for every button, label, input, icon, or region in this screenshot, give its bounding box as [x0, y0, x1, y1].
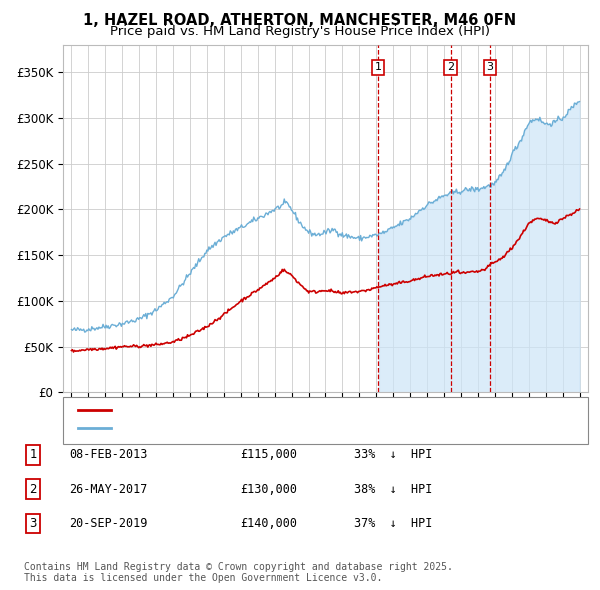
Text: £140,000: £140,000	[240, 517, 297, 530]
Text: 37%  ↓  HPI: 37% ↓ HPI	[354, 517, 433, 530]
Text: 26-MAY-2017: 26-MAY-2017	[69, 483, 148, 496]
Text: 38%  ↓  HPI: 38% ↓ HPI	[354, 483, 433, 496]
Text: Price paid vs. HM Land Registry's House Price Index (HPI): Price paid vs. HM Land Registry's House …	[110, 25, 490, 38]
Text: 20-SEP-2019: 20-SEP-2019	[69, 517, 148, 530]
Text: HPI: Average price, detached house, Wigan: HPI: Average price, detached house, Wiga…	[117, 423, 358, 432]
Text: 2: 2	[29, 483, 37, 496]
Text: 2: 2	[447, 63, 454, 73]
Text: 1, HAZEL ROAD, ATHERTON, MANCHESTER, M46 0FN: 1, HAZEL ROAD, ATHERTON, MANCHESTER, M46…	[83, 13, 517, 28]
Text: Contains HM Land Registry data © Crown copyright and database right 2025.: Contains HM Land Registry data © Crown c…	[24, 562, 453, 572]
Text: 3: 3	[487, 63, 494, 73]
Text: 33%  ↓  HPI: 33% ↓ HPI	[354, 448, 433, 461]
Text: £115,000: £115,000	[240, 448, 297, 461]
Text: £130,000: £130,000	[240, 483, 297, 496]
Text: 1, HAZEL ROAD, ATHERTON, MANCHESTER, M46 0FN (detached house): 1, HAZEL ROAD, ATHERTON, MANCHESTER, M46…	[117, 405, 513, 415]
Text: 1: 1	[29, 448, 37, 461]
Text: This data is licensed under the Open Government Licence v3.0.: This data is licensed under the Open Gov…	[24, 573, 382, 583]
Text: 3: 3	[29, 517, 37, 530]
Text: 1: 1	[374, 63, 382, 73]
Text: 08-FEB-2013: 08-FEB-2013	[69, 448, 148, 461]
